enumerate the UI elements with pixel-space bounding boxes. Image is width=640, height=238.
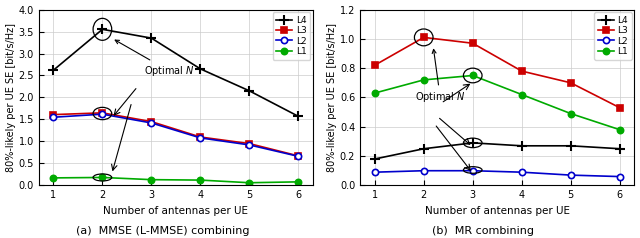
Line: L3: L3 bbox=[51, 110, 301, 159]
Line: L4: L4 bbox=[49, 25, 303, 121]
X-axis label: Number of antennas per UE: Number of antennas per UE bbox=[104, 206, 248, 216]
L4 bbox=[294, 115, 302, 118]
Line: L1: L1 bbox=[372, 72, 623, 133]
L2 bbox=[196, 136, 204, 139]
L2 bbox=[99, 113, 106, 116]
L2 bbox=[469, 169, 477, 172]
L3 bbox=[420, 36, 428, 39]
L3 bbox=[294, 154, 302, 157]
L4 bbox=[148, 37, 156, 40]
L1 bbox=[148, 178, 156, 181]
L1 bbox=[616, 128, 623, 131]
L3 bbox=[99, 111, 106, 114]
Text: Optimal $N$: Optimal $N$ bbox=[415, 50, 466, 104]
Text: Optimal $N$: Optimal $N$ bbox=[115, 40, 195, 78]
L3 bbox=[371, 64, 379, 67]
L2 bbox=[371, 171, 379, 174]
Line: L1: L1 bbox=[51, 174, 301, 186]
L4 bbox=[567, 144, 575, 147]
Legend: L4, L3, L2, L1: L4, L3, L2, L1 bbox=[273, 12, 310, 60]
Text: (b)  MR combining: (b) MR combining bbox=[432, 226, 534, 236]
Y-axis label: 80%-likely per UE SE [bit/s/Hz]: 80%-likely per UE SE [bit/s/Hz] bbox=[327, 23, 337, 172]
L1 bbox=[246, 181, 253, 184]
L2 bbox=[616, 175, 623, 178]
L2 bbox=[294, 155, 302, 158]
L3 bbox=[518, 70, 525, 73]
L2 bbox=[246, 144, 253, 146]
L1 bbox=[294, 180, 302, 183]
L2 bbox=[518, 171, 525, 174]
L4 bbox=[49, 69, 57, 72]
L3 bbox=[469, 42, 477, 45]
L1 bbox=[49, 176, 57, 179]
L1 bbox=[99, 176, 106, 179]
L4 bbox=[196, 67, 204, 70]
L1 bbox=[518, 93, 525, 96]
L4 bbox=[469, 141, 477, 144]
L4 bbox=[420, 147, 428, 150]
Line: L3: L3 bbox=[372, 34, 623, 111]
Line: L2: L2 bbox=[51, 111, 301, 159]
Legend: L4, L3, L2, L1: L4, L3, L2, L1 bbox=[594, 12, 632, 60]
L3 bbox=[196, 136, 204, 139]
L2 bbox=[49, 116, 57, 119]
L3 bbox=[49, 113, 57, 116]
L2 bbox=[420, 169, 428, 172]
L4 bbox=[518, 144, 525, 147]
L1 bbox=[371, 92, 379, 94]
L2 bbox=[567, 174, 575, 177]
X-axis label: Number of antennas per UE: Number of antennas per UE bbox=[425, 206, 570, 216]
Line: L4: L4 bbox=[370, 138, 625, 164]
L3 bbox=[567, 81, 575, 84]
L1 bbox=[196, 179, 204, 182]
L3 bbox=[616, 106, 623, 109]
Y-axis label: 80%-likely per UE SE [bit/s/Hz]: 80%-likely per UE SE [bit/s/Hz] bbox=[6, 23, 15, 172]
L1 bbox=[469, 74, 477, 77]
L1 bbox=[567, 112, 575, 115]
L4 bbox=[246, 89, 253, 92]
L3 bbox=[246, 142, 253, 145]
L2 bbox=[148, 122, 156, 124]
Line: L2: L2 bbox=[372, 168, 623, 180]
L4 bbox=[371, 158, 379, 160]
L4 bbox=[99, 28, 106, 31]
L4 bbox=[616, 147, 623, 150]
Text: (a)  MMSE (L-MMSE) combining: (a) MMSE (L-MMSE) combining bbox=[76, 226, 250, 236]
L3 bbox=[148, 120, 156, 123]
L1 bbox=[420, 79, 428, 81]
